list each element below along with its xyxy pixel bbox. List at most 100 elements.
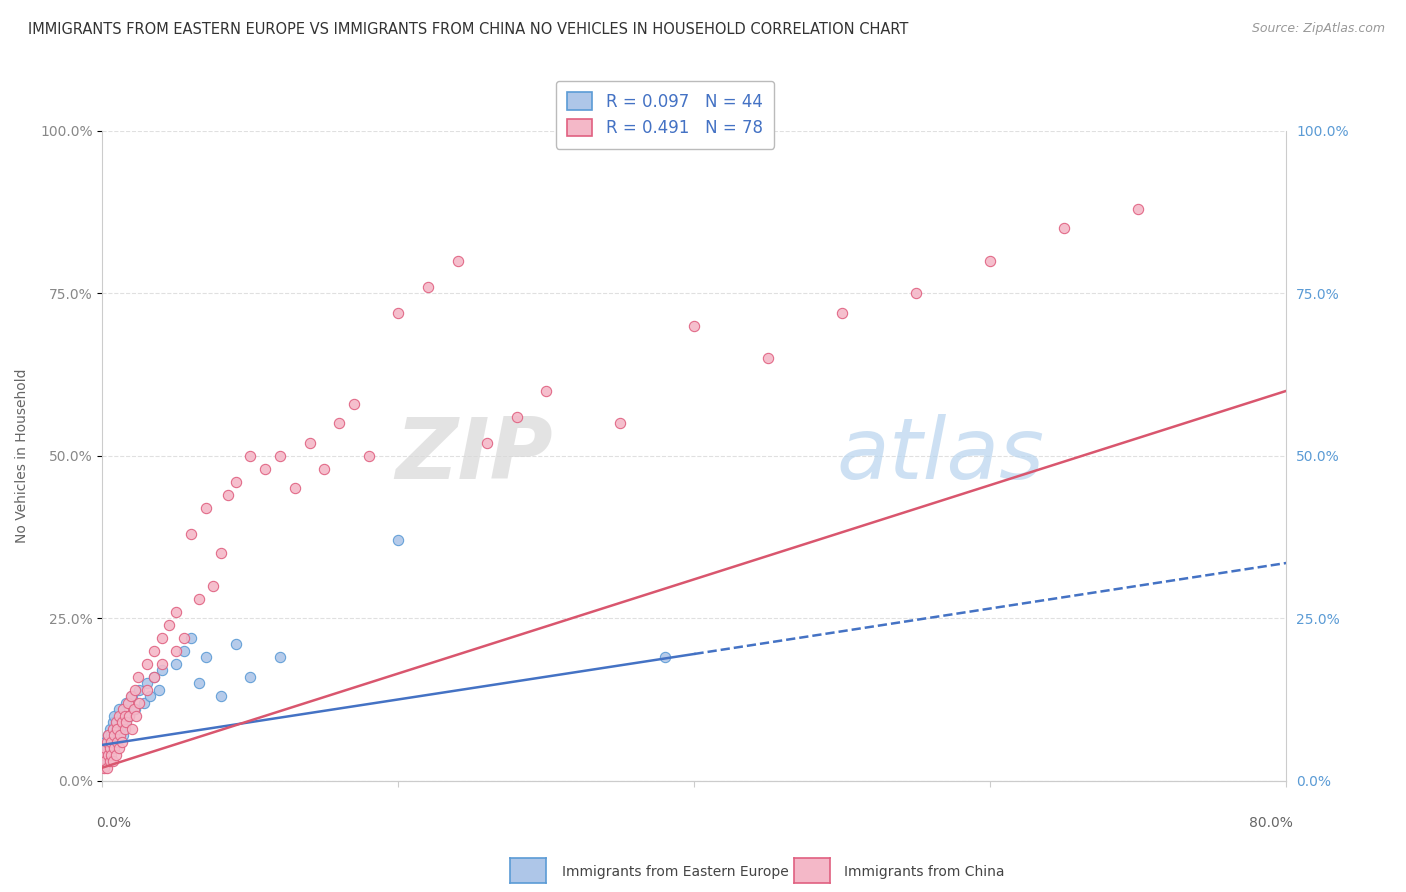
- Point: [120, 689, 142, 703]
- Point: [94, 734, 117, 748]
- Point: [112, 728, 135, 742]
- Point: [118, 708, 141, 723]
- Point: [100, 734, 122, 748]
- Point: [269, 650, 291, 665]
- Point: [97, 747, 120, 762]
- Point: [387, 306, 409, 320]
- Point: [202, 579, 225, 593]
- Point: [111, 734, 134, 748]
- Point: [225, 475, 247, 489]
- Point: [97, 747, 120, 762]
- Legend: R = 0.097   N = 44, R = 0.491   N = 78: R = 0.097 N = 44, R = 0.491 N = 78: [555, 81, 775, 149]
- Point: [536, 384, 558, 398]
- Point: [173, 631, 195, 645]
- Point: [143, 670, 166, 684]
- Point: [105, 734, 128, 748]
- Point: [97, 728, 120, 742]
- Point: [328, 417, 350, 431]
- Point: [121, 722, 143, 736]
- Point: [124, 682, 146, 697]
- Point: [110, 722, 132, 736]
- Point: [103, 728, 125, 742]
- Point: [284, 481, 307, 495]
- Point: [683, 318, 706, 333]
- Point: [105, 734, 128, 748]
- Point: [157, 617, 180, 632]
- Point: [609, 417, 631, 431]
- Point: [93, 761, 115, 775]
- Point: [1128, 202, 1150, 216]
- Point: [121, 689, 143, 703]
- Point: [101, 754, 124, 768]
- Point: [124, 702, 146, 716]
- Point: [166, 643, 188, 657]
- Point: [132, 696, 155, 710]
- Point: [105, 722, 128, 736]
- Point: [94, 741, 117, 756]
- Point: [173, 643, 195, 657]
- Text: 80.0%: 80.0%: [1249, 816, 1292, 830]
- Point: [110, 728, 132, 742]
- Point: [139, 689, 162, 703]
- Point: [195, 500, 218, 515]
- Point: [217, 488, 239, 502]
- Point: [269, 449, 291, 463]
- Point: [143, 643, 166, 657]
- Point: [103, 741, 125, 756]
- Point: [100, 741, 122, 756]
- Text: Immigrants from Eastern Europe: Immigrants from Eastern Europe: [562, 865, 789, 880]
- Point: [114, 715, 136, 730]
- Point: [150, 657, 173, 671]
- Point: [96, 741, 118, 756]
- Point: [357, 449, 380, 463]
- Point: [128, 696, 150, 710]
- Point: [122, 702, 145, 716]
- Point: [94, 754, 117, 768]
- Text: Source: ZipAtlas.com: Source: ZipAtlas.com: [1251, 22, 1385, 36]
- Point: [239, 670, 262, 684]
- Point: [104, 747, 127, 762]
- Point: [180, 631, 202, 645]
- Point: [831, 306, 853, 320]
- Point: [101, 722, 124, 736]
- Point: [143, 670, 166, 684]
- Point: [150, 663, 173, 677]
- Point: [104, 722, 127, 736]
- Point: [447, 253, 470, 268]
- Point: [96, 734, 118, 748]
- Point: [105, 715, 128, 730]
- Point: [100, 728, 122, 742]
- Point: [298, 435, 321, 450]
- Point: [187, 591, 209, 606]
- Point: [97, 728, 120, 742]
- Point: [506, 409, 529, 424]
- Point: [195, 650, 218, 665]
- Point: [209, 546, 232, 560]
- Point: [93, 747, 115, 762]
- Point: [101, 734, 124, 748]
- Point: [128, 682, 150, 697]
- Point: [93, 754, 115, 768]
- Point: [96, 761, 118, 775]
- Point: [225, 637, 247, 651]
- Point: [343, 397, 366, 411]
- Text: atlas: atlas: [837, 414, 1045, 497]
- Point: [112, 702, 135, 716]
- Point: [118, 708, 141, 723]
- Point: [148, 682, 170, 697]
- Text: Immigrants from China: Immigrants from China: [844, 865, 1004, 880]
- Point: [107, 741, 129, 756]
- Point: [150, 631, 173, 645]
- Text: IMMIGRANTS FROM EASTERN EUROPE VS IMMIGRANTS FROM CHINA NO VEHICLES IN HOUSEHOLD: IMMIGRANTS FROM EASTERN EUROPE VS IMMIGR…: [28, 22, 908, 37]
- Point: [94, 747, 117, 762]
- Point: [979, 253, 1001, 268]
- Point: [654, 650, 676, 665]
- Y-axis label: No Vehicles in Household: No Vehicles in Household: [15, 368, 30, 543]
- Point: [135, 682, 157, 697]
- Point: [127, 670, 149, 684]
- Point: [135, 657, 157, 671]
- Point: [104, 715, 127, 730]
- Point: [416, 280, 439, 294]
- Point: [107, 702, 129, 716]
- Point: [180, 526, 202, 541]
